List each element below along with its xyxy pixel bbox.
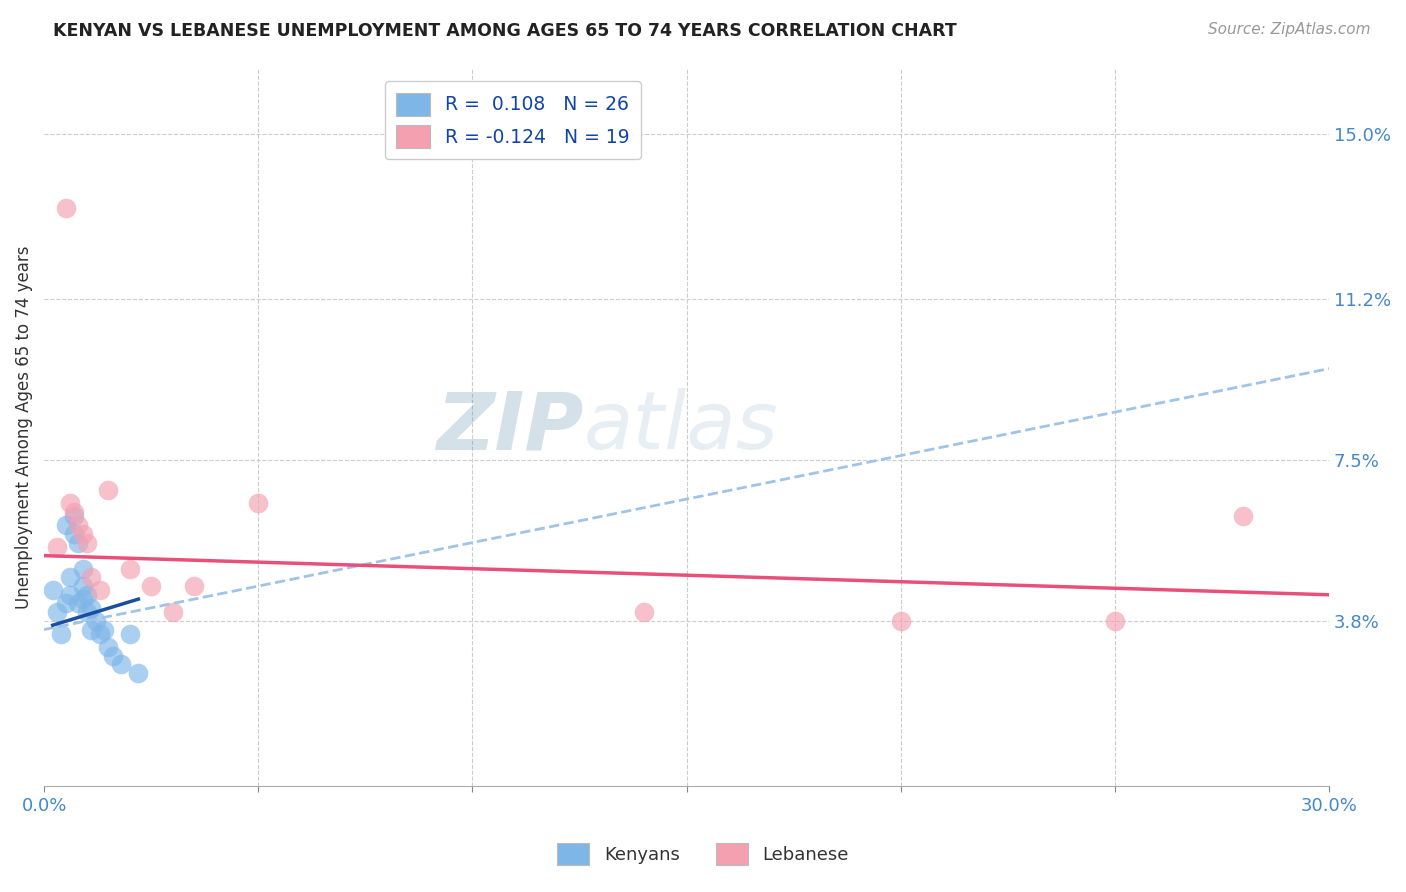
Point <box>80 623 103 637</box>
Point <box>72 592 94 607</box>
Point <box>59 588 82 602</box>
Point <box>127 666 149 681</box>
Point <box>89 583 111 598</box>
Point <box>67 535 90 549</box>
Text: KENYAN VS LEBANESE UNEMPLOYMENT AMONG AGES 65 TO 74 YEARS CORRELATION CHART: KENYAN VS LEBANESE UNEMPLOYMENT AMONG AG… <box>53 22 957 40</box>
Point <box>59 496 82 510</box>
Point <box>63 527 86 541</box>
Point <box>890 614 912 628</box>
Point <box>118 562 141 576</box>
Point <box>67 518 90 533</box>
Point <box>84 614 107 628</box>
Text: Source: ZipAtlas.com: Source: ZipAtlas.com <box>1208 22 1371 37</box>
Legend: Kenyans, Lebanese: Kenyans, Lebanese <box>550 836 856 872</box>
Point <box>110 657 132 672</box>
Point <box>633 605 655 619</box>
Point <box>93 623 115 637</box>
Point <box>51 627 73 641</box>
Point <box>80 570 103 584</box>
Text: ZIP: ZIP <box>436 388 583 467</box>
Point <box>55 201 77 215</box>
Y-axis label: Unemployment Among Ages 65 to 74 years: Unemployment Among Ages 65 to 74 years <box>15 245 32 609</box>
Point <box>118 627 141 641</box>
Legend: R =  0.108   N = 26, R = -0.124   N = 19: R = 0.108 N = 26, R = -0.124 N = 19 <box>385 81 641 159</box>
Point <box>101 648 124 663</box>
Point <box>76 588 98 602</box>
Point <box>72 527 94 541</box>
Point <box>89 627 111 641</box>
Point <box>97 640 120 654</box>
Point <box>80 600 103 615</box>
Text: atlas: atlas <box>583 388 779 467</box>
Point <box>162 605 184 619</box>
Point <box>63 509 86 524</box>
Point <box>59 570 82 584</box>
Point <box>46 605 69 619</box>
Point <box>97 483 120 498</box>
Point <box>72 579 94 593</box>
Point <box>55 518 77 533</box>
Point <box>72 562 94 576</box>
Point <box>55 597 77 611</box>
Point <box>67 597 90 611</box>
Point <box>183 579 205 593</box>
Point <box>141 579 163 593</box>
Point <box>1104 614 1126 628</box>
Point <box>1232 509 1254 524</box>
Point <box>76 605 98 619</box>
Point <box>46 540 69 554</box>
Point <box>76 535 98 549</box>
Point <box>41 583 63 598</box>
Point <box>63 505 86 519</box>
Point <box>247 496 270 510</box>
